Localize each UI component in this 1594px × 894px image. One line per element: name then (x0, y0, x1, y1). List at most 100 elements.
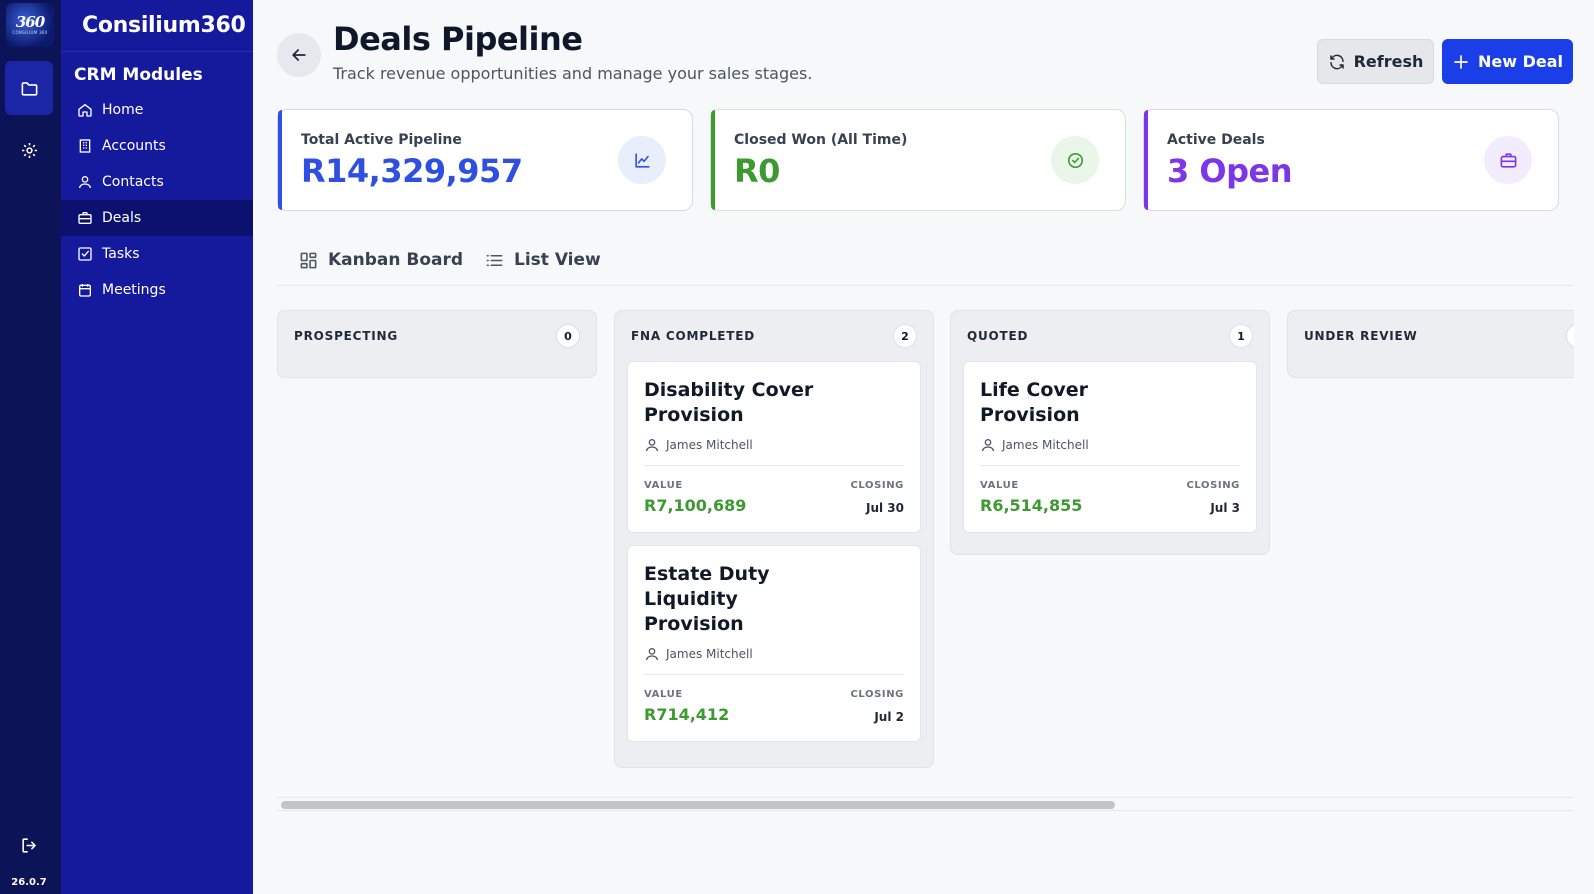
horizontal-scrollbar[interactable] (277, 797, 1574, 811)
sidebar-item-label: Tasks (102, 246, 140, 262)
main-content: Deals Pipeline Track revenue opportuniti… (253, 0, 1594, 894)
column-title: QUOTED (967, 329, 1029, 343)
refresh-icon (1329, 54, 1344, 69)
new-deal-button[interactable]: New Deal (1442, 39, 1573, 84)
stat-card-active-deals: Active Deals 3 Open (1143, 109, 1559, 211)
kanban-column-under-review: UNDER REVIEW 0 (1287, 310, 1574, 378)
logout-icon (21, 837, 36, 853)
column-count-badge: 0 (1566, 324, 1574, 348)
sidebar-item-meetings[interactable]: Meetings (61, 272, 253, 308)
deal-owner: James Mitchell (644, 645, 904, 663)
back-button[interactable] (277, 33, 321, 77)
home-icon (78, 104, 92, 117)
kanban-column-prospecting: PROSPECTING 0 (277, 310, 597, 378)
closing-label: CLOSING (1186, 480, 1240, 491)
user-icon (646, 648, 658, 661)
deal-owner-name: James Mitchell (666, 438, 753, 452)
deal-owner-name: James Mitchell (666, 647, 753, 661)
stat-value: R14,329,957 (301, 152, 523, 190)
sidebar-item-label: Meetings (102, 282, 166, 298)
app-logo[interactable]: 360 CONSILIUM 360 (6, 3, 54, 47)
refresh-label: Refresh (1353, 52, 1424, 71)
plus-icon (1454, 54, 1468, 69)
column-count-badge: 1 (1229, 324, 1253, 348)
briefcase-icon (1500, 152, 1516, 168)
sidebar-item-home[interactable]: Home (61, 92, 253, 128)
column-title: UNDER REVIEW (1304, 329, 1418, 343)
column-count-badge: 0 (556, 324, 580, 348)
sidebar-item-label: Home (102, 102, 144, 118)
deal-value: R714,412 (644, 705, 730, 724)
deal-title: Life Cover Provision (980, 379, 1089, 426)
stat-label: Closed Won (All Time) (734, 132, 908, 148)
kanban-column-fna-completed: FNA COMPLETED 2 Disability Cover Provisi… (614, 310, 934, 768)
logo-subtext: CONSILIUM 360 (12, 30, 48, 35)
building-icon (79, 139, 91, 153)
stat-label: Total Active Pipeline (301, 132, 462, 148)
deal-owner-name: James Mitchell (1002, 438, 1089, 452)
grid-icon (300, 252, 317, 268)
checkbox-icon (78, 247, 92, 261)
scrollbar-thumb[interactable] (281, 801, 1115, 809)
logo-mark: 360 (15, 13, 45, 31)
kanban-column-quoted: QUOTED 1 Life Cover Provision James Mitc… (950, 310, 1270, 555)
icon-rail: 360 CONSILIUM 360 26.0.7 (0, 0, 61, 894)
page-title: Deals Pipeline (333, 20, 583, 58)
deal-title: Disability Cover Provision (644, 379, 814, 426)
value-label: VALUE (644, 689, 683, 700)
gear-icon (21, 142, 37, 158)
refresh-button[interactable]: Refresh (1317, 39, 1434, 84)
stat-card-closed-won: Closed Won (All Time) R0 (710, 109, 1126, 211)
deal-value: R7,100,689 (644, 496, 747, 515)
stat-value: 3 Open (1167, 152, 1293, 190)
tab-kanban-board[interactable]: Kanban Board (299, 240, 463, 280)
new-deal-label: New Deal (1477, 52, 1563, 71)
page-subtitle: Track revenue opportunities and manage y… (333, 64, 813, 83)
deal-closing-date: Jul 3 (1210, 501, 1240, 515)
user-icon (982, 439, 994, 452)
value-label: VALUE (644, 480, 683, 491)
user-icon (79, 176, 91, 189)
logout-button[interactable] (5, 825, 53, 865)
sidebar-item-accounts[interactable]: Accounts (61, 128, 253, 164)
deal-card[interactable]: Estate Duty Liquidity Provision James Mi… (627, 545, 921, 742)
sidebar-item-deals[interactable]: Deals (61, 200, 253, 236)
tab-list-view[interactable]: List View (485, 240, 601, 280)
kanban-overflow-clip: UNDER REVIEW 0 (1285, 300, 1574, 400)
tab-label: Kanban Board (328, 250, 464, 270)
user-icon (646, 439, 658, 452)
deal-value: R6,514,855 (980, 496, 1083, 515)
deal-owner: James Mitchell (980, 436, 1240, 454)
list-icon (486, 254, 503, 266)
deal-closing-date: Jul 2 (874, 710, 904, 724)
sidebar: Consilium360 CRM Modules Home Accounts C… (61, 0, 253, 894)
column-count-badge: 2 (893, 324, 917, 348)
calendar-icon (79, 284, 91, 297)
column-title: FNA COMPLETED (631, 329, 756, 343)
folder-icon (21, 81, 37, 96)
deal-owner: James Mitchell (644, 436, 904, 454)
app-version: 26.0.7 (11, 877, 47, 888)
sidebar-item-label: Deals (102, 210, 142, 226)
deal-closing-date: Jul 30 (866, 501, 904, 515)
closing-label: CLOSING (850, 480, 904, 491)
closing-label: CLOSING (850, 689, 904, 700)
stat-label: Active Deals (1167, 132, 1265, 148)
sidebar-item-tasks[interactable]: Tasks (61, 236, 253, 272)
deal-card[interactable]: Disability Cover Provision James Mitchel… (627, 361, 921, 533)
check-circle-icon (1067, 152, 1083, 168)
value-label: VALUE (980, 480, 1019, 491)
view-tabs: Kanban Board List View (277, 240, 1574, 286)
chart-icon (634, 152, 650, 168)
arrow-left-icon (292, 49, 306, 61)
column-title: PROSPECTING (294, 329, 399, 343)
deal-card[interactable]: Life Cover Provision James Mitchell VALU… (963, 361, 1257, 533)
rail-modules-button[interactable] (5, 61, 53, 115)
sidebar-section-title: CRM Modules (74, 65, 203, 85)
tab-label: List View (514, 250, 601, 270)
stat-card-pipeline: Total Active Pipeline R14,329,957 (277, 109, 693, 211)
rail-settings-button[interactable] (5, 123, 53, 177)
sidebar-item-contacts[interactable]: Contacts (61, 164, 253, 200)
stat-value: R0 (734, 152, 780, 190)
brand-name: Consilium360 (61, 0, 253, 52)
